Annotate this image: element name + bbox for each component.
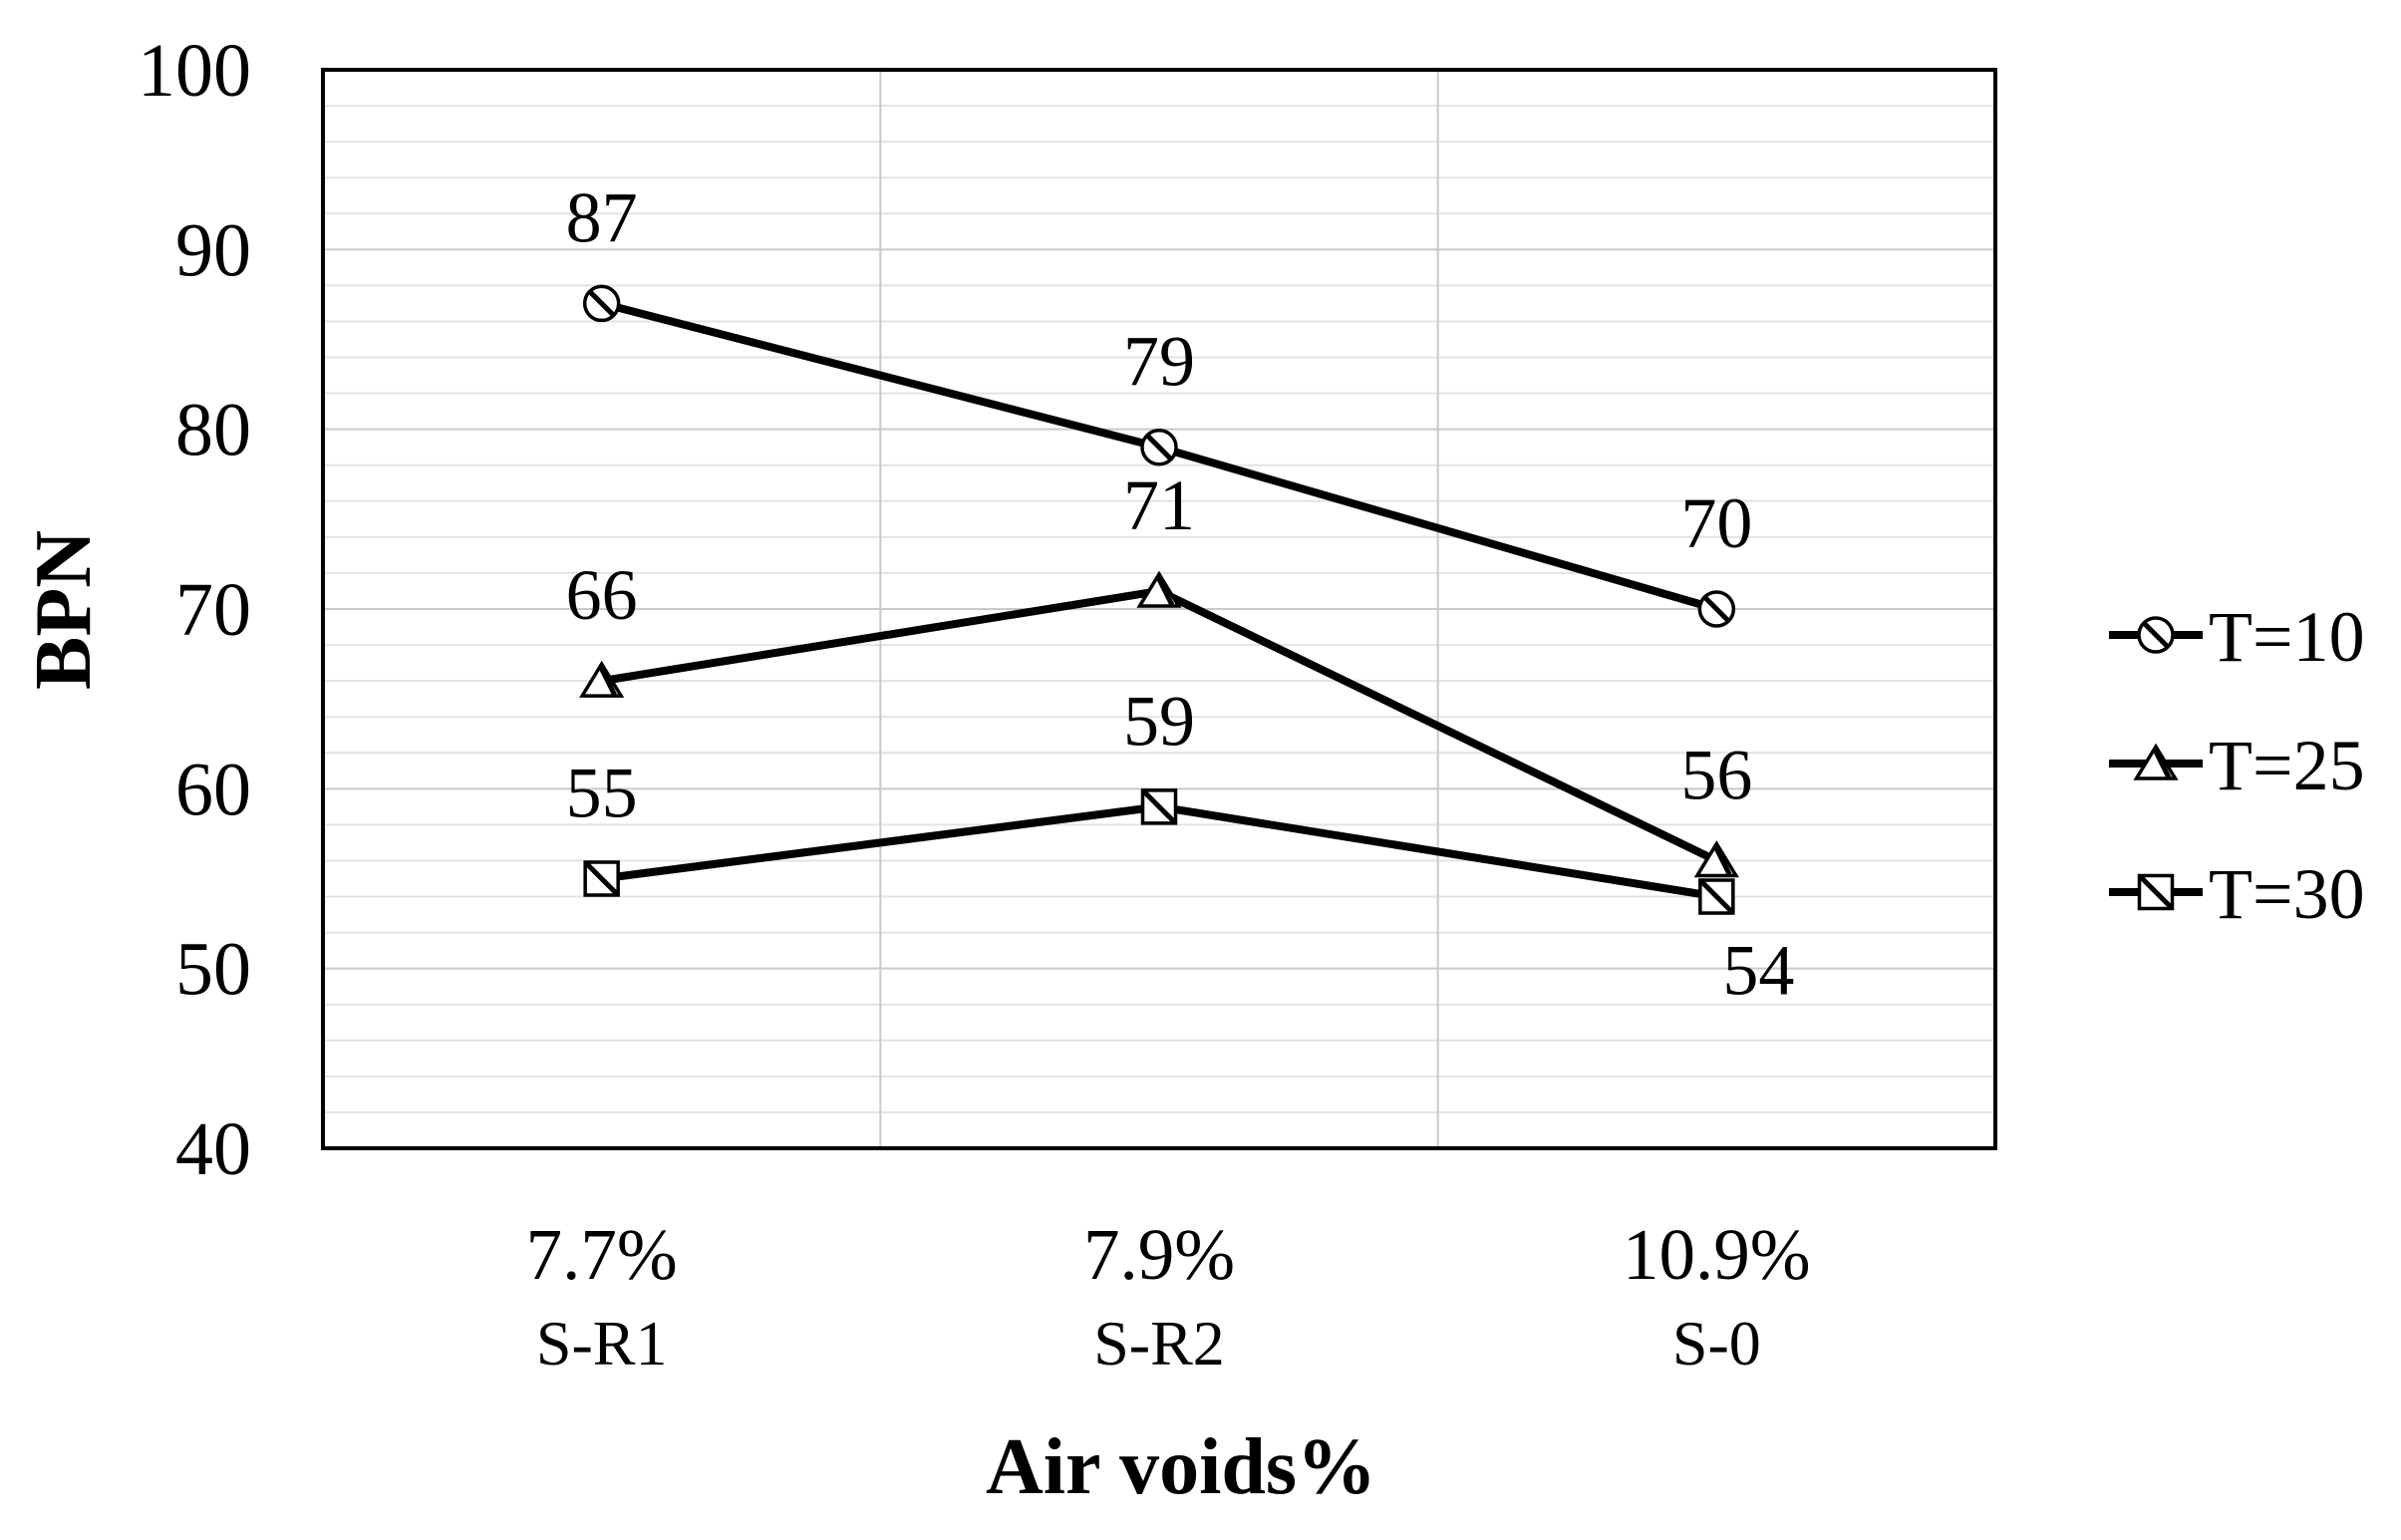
marker-square — [583, 860, 620, 897]
x-tick-label-airvoids: 10.9% — [1623, 1214, 1811, 1295]
y-tick-label: 60 — [175, 748, 251, 831]
data-label: 59 — [1123, 681, 1195, 761]
marker-slash — [1145, 433, 1173, 462]
marker-slash — [2139, 875, 2173, 909]
legend-label: T=30 — [2209, 854, 2365, 934]
marker-slash — [1713, 845, 1732, 876]
x-axis-title: Air voids% — [986, 1423, 1376, 1511]
x-tick-label-mix: S-R1 — [536, 1308, 668, 1379]
x-tick-label-airvoids: 7.9% — [1083, 1214, 1235, 1295]
data-label: 79 — [1123, 322, 1195, 402]
y-tick-label: 70 — [175, 568, 251, 652]
data-label: 56 — [1680, 735, 1752, 814]
marker-circle — [582, 284, 621, 323]
legend-label: T=10 — [2209, 597, 2365, 677]
marker-triangle — [1136, 570, 1182, 608]
marker-slash — [1699, 879, 1734, 914]
y-tick-label: 40 — [175, 1107, 251, 1191]
axis-labels: 40 50 60 70 80 90 100 7.7% S-R1 7.9% S-R2 10.9% S-0 — [138, 29, 1811, 1379]
x-tick-label-mix: S-0 — [1672, 1308, 1761, 1379]
legend-item-t10: T=10 — [2109, 597, 2365, 677]
plot-area-border — [321, 68, 1997, 1150]
y-axis-title: BPN — [20, 530, 108, 690]
data-label: 71 — [1123, 465, 1195, 545]
data-label: 54 — [1722, 931, 1794, 1011]
marker-slash — [1702, 595, 1731, 623]
legend-item-t30: T=30 — [2109, 854, 2365, 934]
marker-slash — [1155, 575, 1175, 607]
y-tick-label: 90 — [175, 208, 251, 292]
marker-slash — [2152, 748, 2172, 779]
legend-triangle-marker-icon — [2133, 743, 2179, 780]
legend-label: T=25 — [2209, 726, 2365, 805]
marker-slash — [587, 289, 616, 318]
marker-triangle — [1693, 840, 1739, 878]
data-label: 66 — [566, 555, 638, 635]
data-label: 55 — [566, 754, 638, 833]
marker-slash — [584, 861, 619, 896]
marker-square — [1140, 788, 1178, 825]
x-tick-label-mix: S-R2 — [1093, 1308, 1225, 1379]
legend: T=10 T=25 T=30 — [2109, 597, 2365, 934]
data-label: 70 — [1680, 483, 1752, 563]
data-labels: 87 79 70 66 71 56 55 59 54 — [566, 177, 1795, 1010]
y-tick-label: 50 — [175, 928, 251, 1012]
marker-slash — [1142, 789, 1176, 824]
legend-item-t25: T=25 — [2109, 726, 2365, 805]
marker-slash — [2142, 621, 2170, 649]
marker-triangle — [579, 660, 625, 698]
y-tick-label: 80 — [175, 389, 251, 472]
marker-slash — [598, 666, 617, 697]
legend-circle-marker-icon — [2137, 616, 2175, 654]
data-label: 87 — [566, 177, 638, 257]
marker-circle — [1140, 428, 1178, 466]
series-layer — [579, 284, 1739, 915]
marker-square — [1698, 878, 1735, 915]
marker-circle — [1697, 590, 1736, 628]
y-tick-label: 100 — [138, 29, 251, 113]
x-tick-label-airvoids: 7.7% — [526, 1214, 678, 1295]
legend-square-marker-icon — [2137, 873, 2175, 911]
